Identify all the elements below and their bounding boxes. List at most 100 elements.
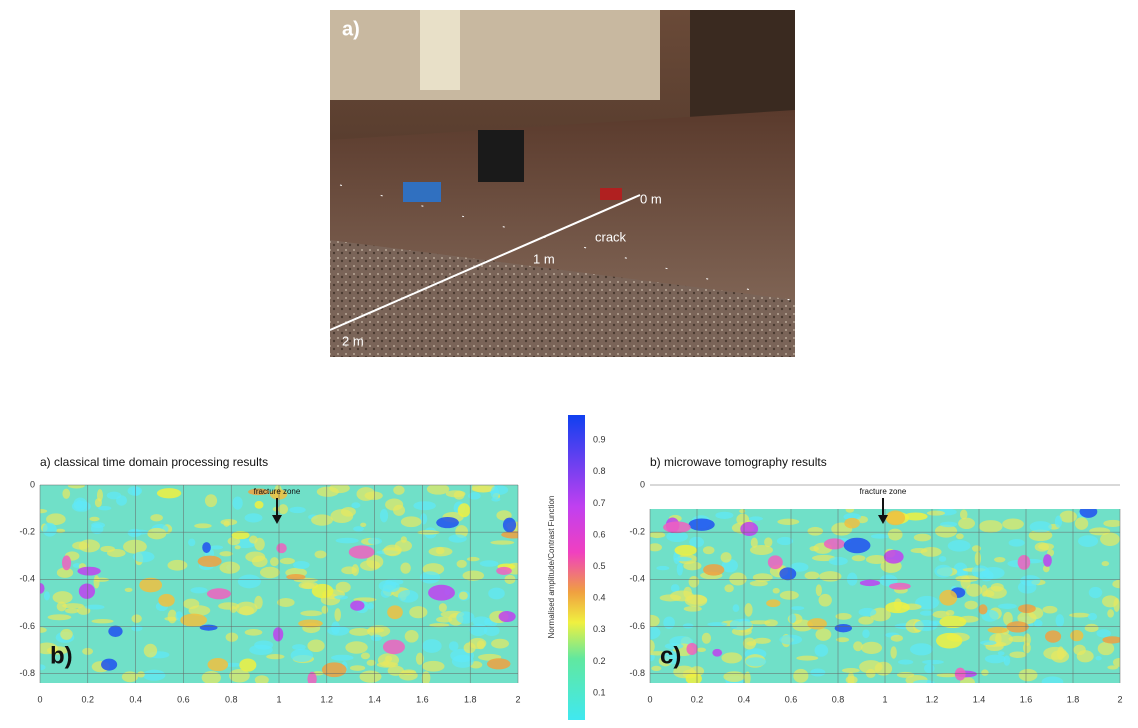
x-tick-label: 0.8 (832, 694, 845, 704)
blob (62, 488, 71, 499)
blob (836, 637, 850, 643)
blob (994, 556, 1006, 563)
marker (600, 188, 622, 200)
blob (137, 671, 145, 678)
y-tick-label: -0.2 (629, 527, 645, 537)
x-tick-label: 1.2 (926, 694, 939, 704)
blob (498, 611, 516, 623)
blob (67, 485, 85, 489)
blob (779, 590, 799, 600)
blob (307, 639, 325, 653)
blob (953, 562, 968, 576)
blob (502, 517, 517, 533)
blob (387, 665, 404, 676)
blob (457, 503, 471, 518)
blob (206, 588, 231, 600)
x-tick-label: 2 (1117, 694, 1122, 704)
blob (947, 539, 971, 552)
blob (1102, 636, 1120, 644)
photo-mark: 0 m (640, 191, 662, 206)
blob (676, 562, 683, 576)
blob (229, 668, 250, 683)
tape-line (329, 194, 641, 331)
blob (292, 644, 306, 651)
blob (490, 540, 515, 545)
blob (1041, 676, 1064, 683)
blob (279, 557, 295, 565)
blob (428, 584, 455, 601)
blob (764, 619, 778, 627)
x-tick-label: 0 (37, 694, 42, 704)
blob (1078, 535, 1099, 547)
blob (245, 551, 266, 563)
blob (231, 531, 250, 540)
blob (359, 670, 382, 683)
blob (978, 604, 988, 615)
blob (662, 650, 681, 665)
blob (249, 535, 258, 544)
blob (845, 509, 855, 513)
blob (483, 625, 500, 636)
blob (674, 544, 698, 556)
blob (468, 492, 481, 500)
x-tick-label: 1.4 (973, 694, 986, 704)
blob (190, 587, 208, 594)
x-tick-label: 1.8 (464, 694, 477, 704)
photo: a) 0 m 1 m crack 2 m (329, 10, 795, 357)
blob (1089, 527, 1111, 536)
blob (696, 647, 707, 653)
blob (750, 537, 758, 548)
blob (417, 530, 440, 535)
y-tick-label: -0.2 (19, 527, 35, 537)
blob (199, 624, 218, 631)
blob (466, 556, 480, 562)
blob (1006, 621, 1029, 633)
blob (127, 528, 142, 538)
blob (72, 541, 90, 550)
x-tick-label: 1 (882, 694, 887, 704)
blob (61, 555, 72, 571)
blob (488, 587, 505, 600)
x-tick-label: 1.8 (1067, 694, 1080, 704)
blob (393, 485, 405, 495)
blob (286, 573, 306, 580)
blob (276, 543, 287, 554)
blob (1017, 554, 1031, 570)
panel-label: b) (50, 642, 73, 669)
blob (1057, 646, 1065, 661)
blob (689, 536, 705, 548)
blob (650, 531, 666, 539)
blob (436, 517, 459, 529)
blob (650, 543, 662, 552)
colorbar-tick-label: 0.1 (593, 687, 606, 697)
blob (659, 594, 682, 602)
blob (52, 591, 73, 604)
x-tick-label: 0.4 (129, 694, 142, 704)
blob (724, 584, 734, 593)
blob (843, 537, 871, 554)
blob (290, 648, 314, 662)
blob (197, 555, 222, 567)
blob (89, 516, 100, 522)
blob (234, 545, 241, 550)
blob (60, 628, 73, 640)
blob (1018, 668, 1038, 682)
blob (903, 512, 928, 521)
blob (656, 565, 670, 571)
blob (897, 659, 914, 665)
photo-mark: 1 m (533, 251, 555, 266)
blob (167, 609, 177, 624)
blob (139, 577, 163, 593)
blob (865, 555, 888, 564)
blob (194, 523, 212, 529)
y-tick-label: -0.6 (629, 621, 645, 631)
antenna (403, 182, 441, 202)
blob (1084, 623, 1099, 633)
blob (349, 628, 371, 636)
blob (273, 627, 284, 642)
blob (889, 582, 911, 590)
blob (890, 646, 897, 659)
blob (331, 621, 341, 635)
blob (73, 497, 88, 511)
